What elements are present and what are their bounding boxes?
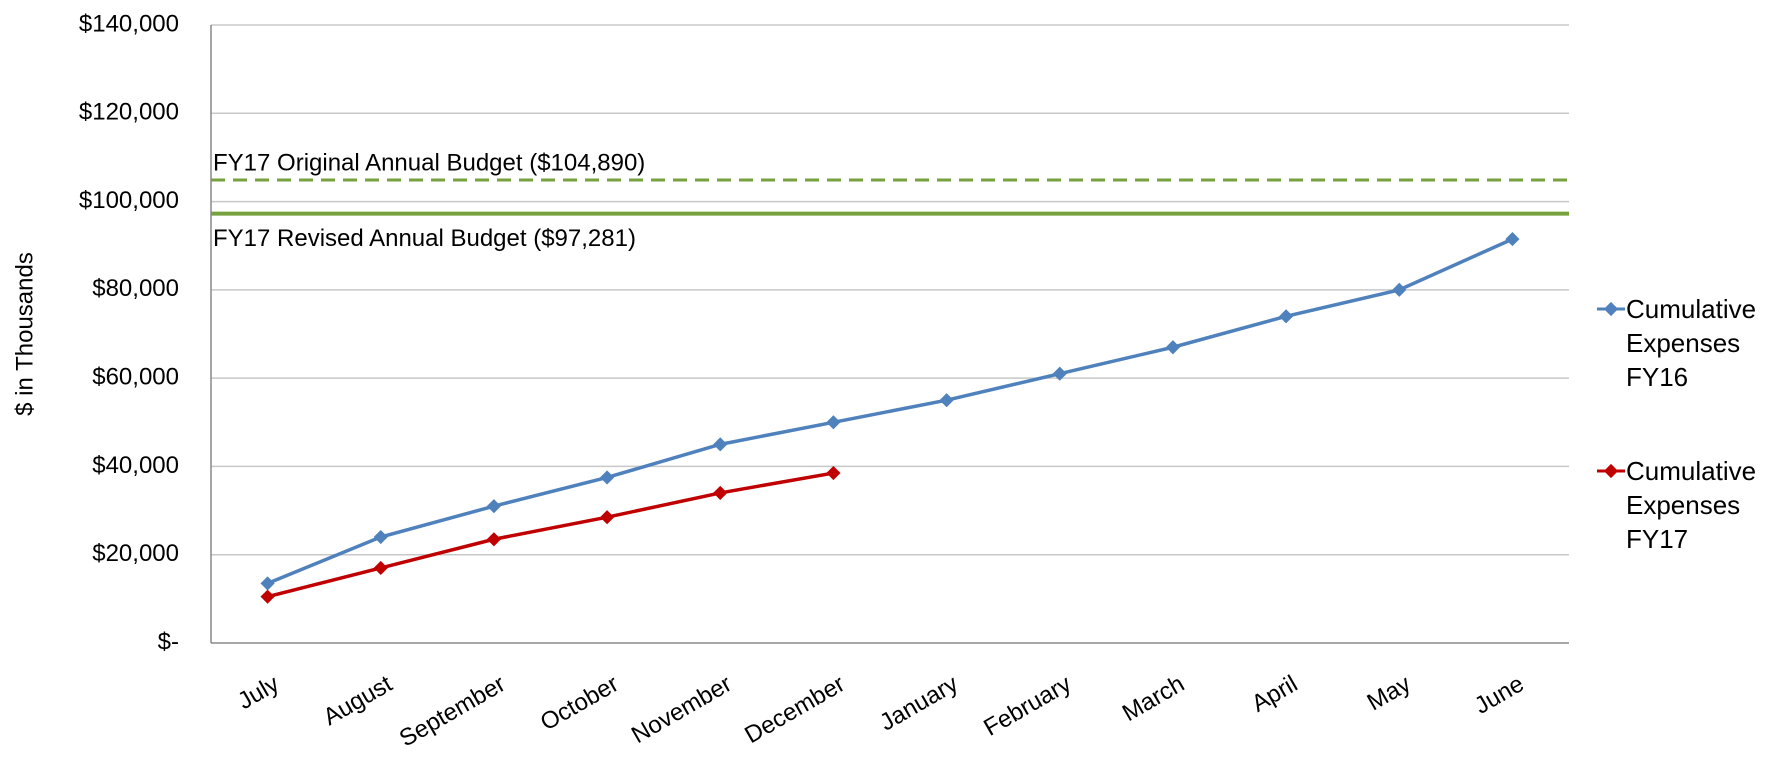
y-tick-label: $40,000 xyxy=(92,452,179,479)
legend-label: Cumulative Expenses FY16 xyxy=(1626,294,1757,392)
data-point xyxy=(260,589,275,604)
data-point xyxy=(600,470,615,485)
data-point xyxy=(373,529,388,545)
y-tick-label: $140,000 xyxy=(79,10,179,37)
reference-label: FY17 Revised Annual Budget ($97,281) xyxy=(213,225,636,252)
data-point xyxy=(826,465,841,481)
legend-marker xyxy=(1603,301,1619,317)
data-point xyxy=(1279,309,1294,324)
x-tick-label: July xyxy=(233,670,283,715)
y-axis-label: $ in Thousands xyxy=(11,252,38,416)
x-tick-label: March xyxy=(1118,670,1189,727)
data-point xyxy=(826,415,841,430)
data-point xyxy=(1165,340,1180,355)
data-point xyxy=(1392,282,1407,297)
x-tick-label: December xyxy=(740,670,849,749)
series-line xyxy=(266,237,1514,586)
data-point xyxy=(600,510,615,525)
y-tick-label: $100,000 xyxy=(79,187,179,214)
data-point xyxy=(1052,366,1067,381)
y-tick-label: $80,000 xyxy=(92,275,179,302)
legend-marker xyxy=(1603,463,1619,479)
y-tick-label: $- xyxy=(158,628,179,655)
data-point xyxy=(486,499,501,514)
x-tick-label: June xyxy=(1470,670,1529,719)
data-point xyxy=(939,393,954,408)
x-tick-label: February xyxy=(979,670,1076,741)
x-tick-label: May xyxy=(1363,670,1416,716)
x-tick-label: October xyxy=(536,670,623,736)
data-point xyxy=(260,576,275,591)
data-point xyxy=(373,560,388,576)
data-point xyxy=(486,532,501,547)
x-tick-label: August xyxy=(319,670,397,731)
legend-label: Cumulative Expenses FY17 xyxy=(1626,456,1757,554)
data-point xyxy=(1505,232,1520,247)
x-tick-label: January xyxy=(875,670,962,736)
x-tick-label: April xyxy=(1247,670,1302,717)
y-tick-label: $60,000 xyxy=(92,363,179,390)
data-point xyxy=(713,437,728,452)
series-line xyxy=(267,471,834,599)
y-tick-label: $20,000 xyxy=(92,540,179,567)
y-tick-label: $120,000 xyxy=(79,99,179,126)
x-tick-label: September xyxy=(395,670,510,752)
data-point xyxy=(713,485,728,500)
x-tick-label: November xyxy=(627,670,736,749)
reference-label: FY17 Original Annual Budget ($104,890) xyxy=(213,149,645,176)
